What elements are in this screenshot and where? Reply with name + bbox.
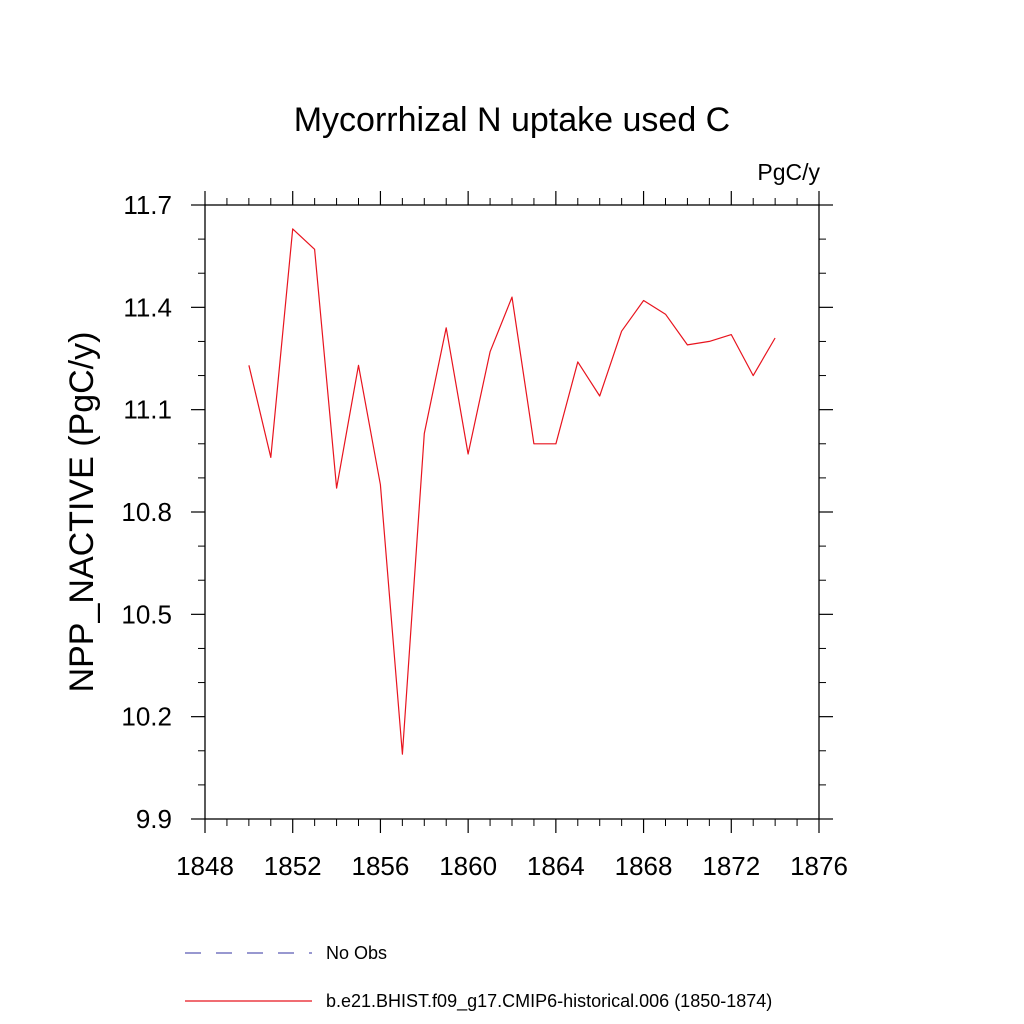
y-tick-label: 10.8 — [121, 497, 172, 527]
series-line-historical — [248, 228, 776, 755]
axis-ticks — [191, 191, 833, 833]
legend-label-no-obs: No Obs — [326, 943, 387, 963]
x-tick-label: 1848 — [176, 851, 234, 881]
x-tick-label: 1856 — [352, 851, 410, 881]
chart-title: Mycorrhizal N uptake used C — [294, 101, 731, 139]
x-tick-label: 1864 — [527, 851, 585, 881]
legend: No Obs b.e21.BHIST.f09_g17.CMIP6-histori… — [185, 943, 772, 1012]
series-group — [248, 228, 776, 755]
y-tick-label: 9.9 — [136, 804, 172, 834]
y-axis-label: NPP_NACTIVE (PgC/y) — [63, 332, 101, 693]
x-tick-label: 1872 — [702, 851, 760, 881]
x-tick-label: 1860 — [439, 851, 497, 881]
x-tick-label: 1876 — [790, 851, 848, 881]
y-tick-labels: 9.9 10.2 10.5 10.8 11.1 11.4 11.7 — [121, 190, 172, 834]
y-tick-label: 11.1 — [123, 395, 172, 425]
x-tick-label: 1852 — [264, 851, 322, 881]
legend-label-historical: b.e21.BHIST.f09_g17.CMIP6-historical.006… — [326, 991, 772, 1012]
y-tick-label: 11.7 — [123, 190, 172, 220]
y-tick-label: 10.5 — [121, 599, 172, 629]
units-label: PgC/y — [757, 159, 820, 185]
x-tick-labels: 1848 1852 1856 1860 1864 1868 1872 1876 — [176, 851, 848, 881]
y-tick-label: 10.2 — [121, 702, 172, 732]
y-tick-label: 11.4 — [123, 292, 172, 322]
x-tick-label: 1868 — [615, 851, 673, 881]
